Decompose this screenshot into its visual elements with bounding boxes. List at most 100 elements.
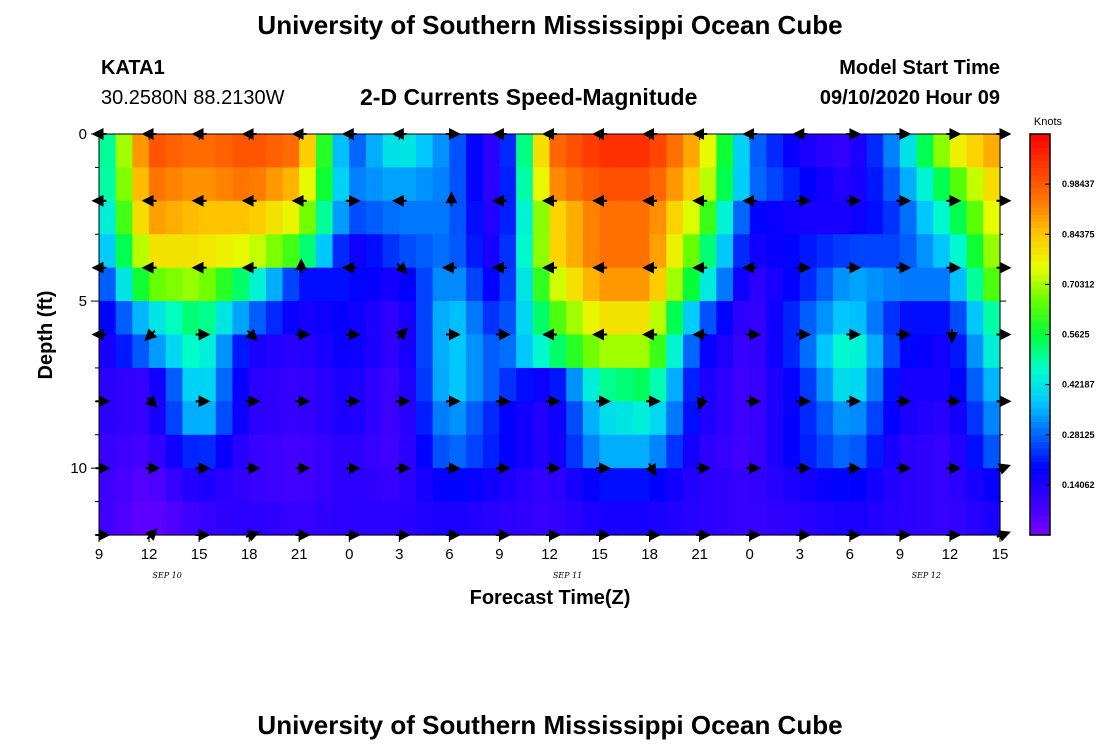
heat-cell xyxy=(733,334,751,369)
heat-cell xyxy=(165,501,184,536)
y-tick-label: 10 xyxy=(70,460,87,477)
heat-cell xyxy=(666,468,684,503)
heat-cell xyxy=(449,468,467,503)
heat-cell xyxy=(149,200,167,235)
heat-cell xyxy=(416,234,434,269)
heat-cell xyxy=(883,367,901,402)
heat-cell xyxy=(833,367,851,402)
current-arrow xyxy=(144,328,158,342)
heat-cell xyxy=(482,401,501,436)
heat-cell xyxy=(382,167,400,202)
heat-cell xyxy=(566,134,584,169)
colorbar-cell xyxy=(1030,281,1050,289)
colorbar-gradient xyxy=(1030,134,1050,536)
heat-cell xyxy=(432,468,450,503)
heat-cell xyxy=(466,200,484,235)
heat-cell xyxy=(783,134,801,169)
heat-cell xyxy=(482,334,501,369)
heat-cell xyxy=(766,501,784,536)
heat-cell xyxy=(649,501,667,536)
colorbar-tick-label: 0.98437 xyxy=(1062,179,1095,189)
heat-cell xyxy=(599,501,617,536)
heat-cell xyxy=(532,334,551,369)
colorbar-tick-label: 0.5625 xyxy=(1062,330,1090,340)
heat-cell xyxy=(299,367,317,402)
heat-cell xyxy=(883,334,901,369)
heat-cell xyxy=(249,167,267,202)
heat-cell xyxy=(699,468,717,503)
heat-cell xyxy=(599,234,617,269)
heat-cell xyxy=(516,234,534,269)
heat-cell xyxy=(365,267,384,302)
station-coordinates: 30.2580N 88.2130W xyxy=(101,87,285,109)
heat-cell xyxy=(866,468,884,503)
heat-cell xyxy=(849,134,868,169)
heat-cell xyxy=(816,267,834,302)
heat-cell xyxy=(933,501,951,536)
heat-cell xyxy=(215,301,234,336)
colorbar-cell xyxy=(1030,461,1050,469)
heat-cell xyxy=(582,200,601,235)
heat-cell xyxy=(466,501,484,536)
heat-cell xyxy=(149,301,167,336)
heat-cell xyxy=(282,367,300,402)
heat-cell xyxy=(899,468,918,503)
colorbar-cell xyxy=(1030,488,1050,496)
x-tick-label: 9 xyxy=(896,546,904,563)
heat-cell xyxy=(149,334,167,369)
heat-cell xyxy=(349,434,367,469)
heat-cell xyxy=(599,200,617,235)
heat-cell xyxy=(699,234,717,269)
heat-cell xyxy=(499,367,517,402)
heat-cell xyxy=(766,200,784,235)
heat-cell xyxy=(365,134,384,169)
heat-cell xyxy=(749,367,768,402)
heat-cell xyxy=(783,501,801,536)
heat-cell xyxy=(949,367,968,402)
heat-cell xyxy=(816,234,834,269)
heat-cell xyxy=(416,501,434,536)
heat-cell xyxy=(799,200,818,235)
heat-cell xyxy=(682,501,701,536)
x-tick-label: 3 xyxy=(796,546,804,563)
heat-cell xyxy=(282,468,300,503)
heat-cell xyxy=(449,200,467,235)
heat-cell xyxy=(149,434,167,469)
colorbar-cell xyxy=(1030,180,1050,189)
colorbar-cell xyxy=(1030,154,1050,162)
heat-cell xyxy=(215,501,234,536)
colorbar-cell xyxy=(1030,474,1050,483)
colorbar-cell xyxy=(1030,361,1050,369)
heat-cell xyxy=(866,267,884,302)
heat-cell xyxy=(449,301,467,336)
heat-cell xyxy=(632,401,651,436)
heat-cell xyxy=(482,234,501,269)
heat-cell xyxy=(466,234,484,269)
heat-cell xyxy=(766,234,784,269)
colorbar-cell xyxy=(1030,274,1050,282)
heat-cell xyxy=(833,501,851,536)
colorbar-cell xyxy=(1030,454,1050,463)
x-tick-label: 12 xyxy=(141,546,158,563)
colorbar-cell xyxy=(1030,220,1050,229)
heat-cell xyxy=(716,334,734,369)
heat-cell xyxy=(682,234,701,269)
heat-cell xyxy=(733,267,751,302)
page-title: University of Southern Mississippi Ocean… xyxy=(257,10,843,40)
heat-cell xyxy=(916,468,934,503)
heat-cell xyxy=(499,234,517,269)
heat-cell xyxy=(149,234,167,269)
heat-cell xyxy=(916,501,934,536)
heat-cell xyxy=(966,334,984,369)
heat-cell xyxy=(132,200,150,235)
heat-cell xyxy=(616,401,634,436)
heat-cell xyxy=(115,367,133,402)
heat-cell xyxy=(332,167,350,202)
heat-cell xyxy=(215,134,234,169)
heat-cell xyxy=(833,234,851,269)
heat-cell xyxy=(199,468,217,503)
heat-cell xyxy=(632,468,651,503)
heat-cell xyxy=(566,167,584,202)
heat-cell xyxy=(816,134,834,169)
colorbar-cell xyxy=(1030,334,1050,342)
